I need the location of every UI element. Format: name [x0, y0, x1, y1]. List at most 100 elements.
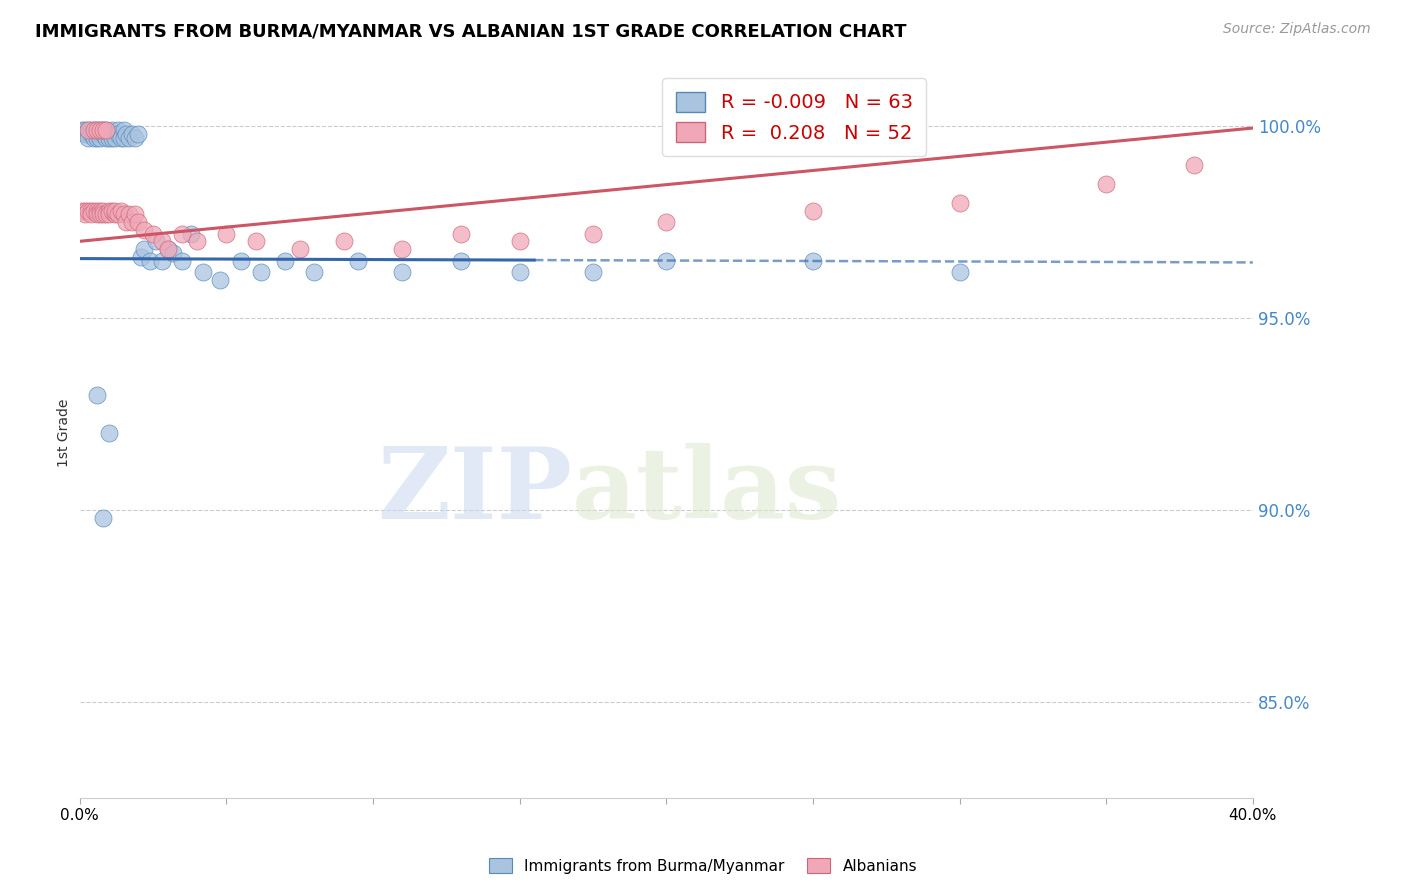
Point: [75, 207, 97, 221]
Point: [86, 123, 108, 137]
Point: [115, 127, 138, 141]
Point: [801, 203, 824, 218]
Point: [101, 123, 124, 137]
Point: [104, 130, 127, 145]
Point: [91, 207, 114, 221]
Point: [391, 242, 413, 256]
Point: [655, 215, 678, 229]
Legend: Immigrants from Burma/Myanmar, Albanians: Immigrants from Burma/Myanmar, Albanians: [482, 852, 924, 880]
Point: [86, 388, 108, 402]
Point: [582, 227, 605, 241]
Point: [86, 207, 108, 221]
Point: [1095, 177, 1118, 191]
Point: [582, 265, 605, 279]
Point: [172, 253, 194, 268]
Point: [97, 203, 120, 218]
Point: [91, 203, 114, 218]
Point: [1182, 157, 1205, 171]
Point: [83, 203, 105, 218]
Point: [91, 123, 114, 137]
Point: [77, 203, 100, 218]
Point: [288, 242, 311, 256]
Point: [118, 207, 141, 221]
Point: [274, 253, 297, 268]
Point: [80, 123, 103, 137]
Point: [508, 235, 530, 249]
Point: [112, 123, 135, 137]
Point: [77, 130, 100, 145]
Point: [508, 265, 530, 279]
Point: [83, 123, 105, 137]
Point: [124, 207, 146, 221]
Point: [80, 127, 103, 141]
Point: [107, 123, 129, 137]
Point: [75, 127, 97, 141]
Point: [110, 130, 132, 145]
Point: [83, 127, 105, 141]
Point: [107, 127, 129, 141]
Point: [107, 207, 129, 221]
Point: [132, 242, 155, 256]
Point: [110, 203, 132, 218]
Point: [89, 207, 111, 221]
Point: [948, 265, 970, 279]
Point: [104, 207, 127, 221]
Point: [655, 253, 678, 268]
Point: [132, 223, 155, 237]
Point: [229, 253, 252, 268]
Point: [450, 253, 472, 268]
Text: atlas: atlas: [572, 443, 842, 541]
Point: [89, 123, 111, 137]
Point: [77, 123, 100, 137]
Point: [77, 127, 100, 141]
Point: [89, 127, 111, 141]
Point: [127, 215, 149, 229]
Point: [89, 203, 111, 218]
Point: [101, 130, 124, 145]
Point: [391, 265, 413, 279]
Point: [129, 250, 152, 264]
Point: [332, 235, 354, 249]
Point: [89, 130, 111, 145]
Point: [127, 127, 149, 141]
Point: [86, 127, 108, 141]
Point: [83, 123, 105, 137]
Point: [172, 227, 194, 241]
Point: [97, 130, 120, 145]
Point: [118, 130, 141, 145]
Point: [75, 203, 97, 218]
Point: [186, 235, 208, 249]
Point: [156, 242, 179, 256]
Point: [112, 207, 135, 221]
Legend: R = -0.009   N = 63, R =  0.208   N = 52: R = -0.009 N = 63, R = 0.208 N = 52: [662, 78, 927, 156]
Point: [801, 253, 824, 268]
Point: [94, 123, 117, 137]
Text: ZIP: ZIP: [377, 443, 572, 541]
Point: [124, 130, 146, 145]
Point: [86, 123, 108, 137]
Point: [191, 265, 214, 279]
Point: [80, 203, 103, 218]
Text: IMMIGRANTS FROM BURMA/MYANMAR VS ALBANIAN 1ST GRADE CORRELATION CHART: IMMIGRANTS FROM BURMA/MYANMAR VS ALBANIA…: [35, 22, 907, 40]
Point: [80, 207, 103, 221]
Point: [215, 227, 238, 241]
Point: [347, 253, 370, 268]
Point: [72, 123, 94, 137]
Point: [450, 227, 472, 241]
Point: [101, 203, 124, 218]
Point: [115, 215, 138, 229]
Point: [145, 235, 167, 249]
Point: [86, 130, 108, 145]
Point: [91, 510, 114, 524]
Point: [91, 123, 114, 137]
Point: [77, 123, 100, 137]
Point: [139, 253, 162, 268]
Point: [97, 127, 120, 141]
Point: [94, 123, 117, 137]
Point: [112, 130, 135, 145]
Point: [250, 265, 273, 279]
Point: [180, 227, 202, 241]
Point: [91, 127, 114, 141]
Point: [94, 130, 117, 145]
Point: [121, 215, 143, 229]
